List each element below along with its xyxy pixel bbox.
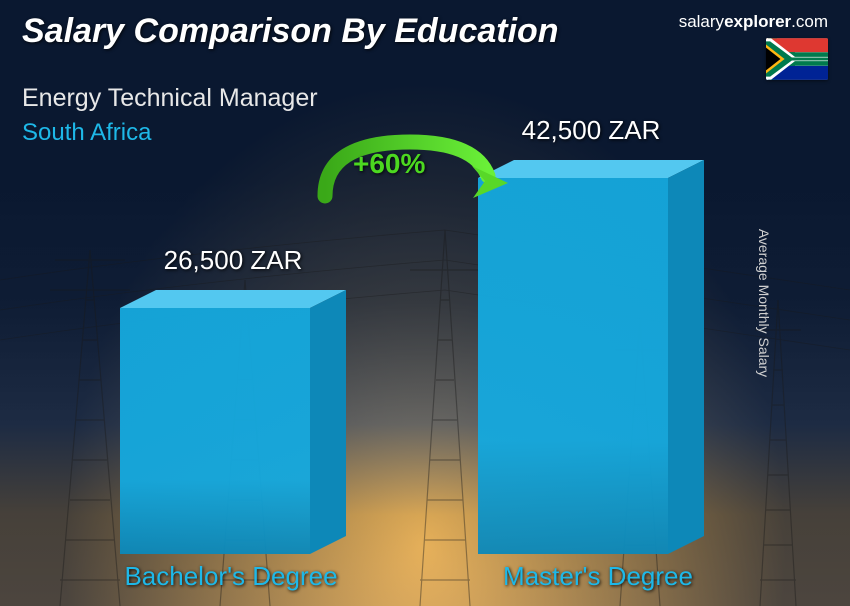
brand-column: salaryexplorer.com [679,12,828,80]
bar-value-label: 26,500 ZAR [164,245,303,276]
location: South Africa [22,119,828,147]
page-title: Salary Comparison By Education [22,12,559,51]
y-axis-label: Average Monthly Salary [756,229,772,377]
south-africa-flag-icon [766,38,828,80]
bar-category-label: Bachelor's Degree [118,561,344,592]
subtitle: Energy Technical Manager [22,84,828,113]
bar [478,160,704,554]
brand-logo: salaryexplorer.com [679,12,828,32]
header: Salary Comparison By Education salaryexp… [22,12,828,147]
bar-category-label: Master's Degree [485,561,711,592]
bar-group: 26,500 ZAR [120,245,346,554]
bar [120,290,346,554]
increase-label: +60% [353,148,425,180]
